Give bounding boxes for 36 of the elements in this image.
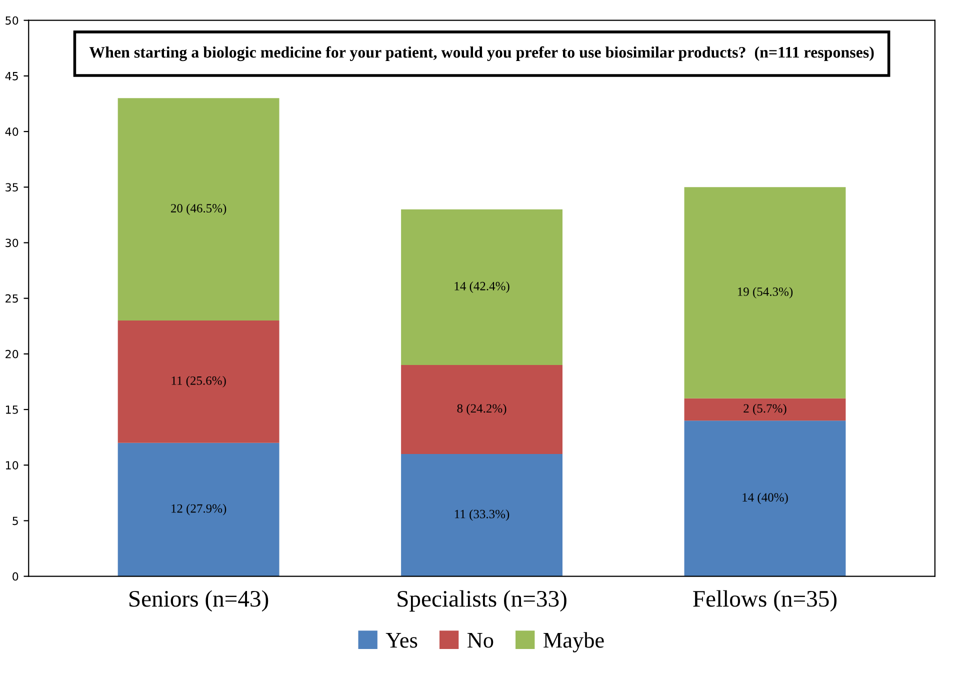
text: When starting a biologic medicine for your patient, would you prefer to use biosimilar products? (n=111 responses) — [89, 46, 874, 62]
bar — [118, 320, 280, 443]
y-tick-label: 20 — [6, 350, 18, 358]
y-tick-label: 10 — [6, 461, 18, 470]
bar — [401, 454, 562, 576]
y-tick-label: 50 — [6, 16, 18, 25]
data-label: 2 (5.7%) — [744, 404, 786, 416]
x-tick-label: Specialists (n=33) — [398, 590, 566, 612]
bar — [684, 420, 846, 576]
bar — [401, 209, 562, 366]
bar — [684, 398, 846, 421]
y-tick-label: 45 — [5, 72, 18, 80]
legend-label: Yes — [386, 633, 418, 648]
y-tick-label: 5 — [12, 516, 18, 526]
data-label: 8 (24.2%) — [457, 404, 506, 416]
bar — [401, 365, 562, 454]
y-tick-label: 30 — [6, 238, 18, 248]
data-label: 20 (46.5%) — [170, 204, 226, 216]
bar — [684, 187, 846, 398]
data-label: 14 (40%) — [742, 492, 788, 504]
y-tick-label: 15 — [6, 406, 18, 414]
x-tick-label: Seniors (n=43) — [130, 590, 268, 612]
legend-label: Maybe — [544, 632, 604, 652]
data-label: 19 (54.3%) — [738, 287, 793, 298]
bar — [118, 442, 280, 576]
data-label: 12 (27.9%) — [172, 504, 226, 516]
data-label: 11 (33.3%) — [454, 509, 510, 521]
y-tick-label: 0 — [12, 572, 18, 581]
data-label: 11 (25.6%) — [172, 376, 226, 388]
legend-label: No — [467, 633, 494, 648]
y-tick-label: 25 — [6, 294, 18, 303]
bar — [118, 98, 280, 321]
x-tick-label: Fellows (n=35) — [693, 590, 837, 612]
data-label: 14 (42.4%) — [454, 282, 510, 293]
y-tick-label: 40 — [5, 128, 18, 136]
y-tick-label: 35 — [6, 183, 18, 192]
